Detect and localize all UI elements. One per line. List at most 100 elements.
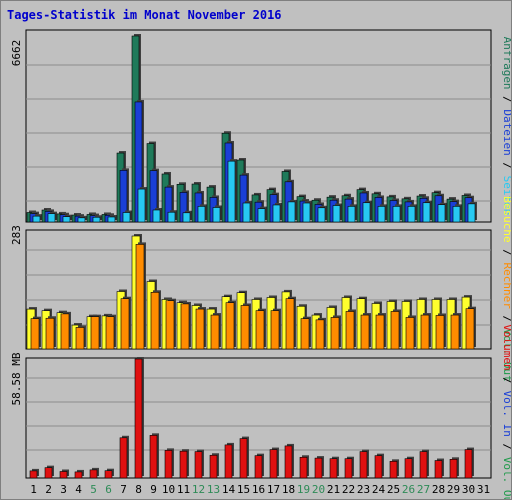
legend-3-part-2: /: [501, 371, 511, 384]
x-tick-label-2: 2: [45, 483, 52, 496]
legend-2-part-1: Besuche: [501, 196, 511, 242]
bar-seiten-day-11: [182, 212, 191, 223]
bar-rechner-day-5: [90, 316, 100, 350]
x-tick-label-22: 22: [342, 483, 355, 496]
legend-3-part-3: Vol. In: [501, 384, 511, 437]
x-tick-label-5: 5: [90, 483, 97, 496]
bar-rechner-day-19: [300, 318, 310, 350]
bar-rechner-day-22: [345, 311, 355, 350]
x-tick-label-13: 13: [207, 483, 220, 496]
bar-seiten-day-4: [77, 217, 86, 223]
bar-volumen-day-16: [254, 455, 263, 479]
bar-seiten-day-3: [62, 216, 71, 223]
bar-seiten-day-29: [452, 206, 461, 223]
x-tick-label-3: 3: [60, 483, 67, 496]
bar-volumen-day-30: [464, 449, 473, 479]
bar-volumen-day-2: [44, 467, 53, 479]
x-tick-label-9: 9: [150, 483, 157, 496]
panel-1-max-label: 6662: [10, 40, 23, 67]
bar-volumen-day-19: [299, 456, 308, 479]
bar-rechner-day-24: [375, 314, 385, 350]
bar-rechner-day-9: [150, 292, 160, 350]
bar-rechner-day-10: [165, 300, 175, 350]
legend-1: Anfragen / Dateien / Seiten: [501, 37, 511, 216]
bar-volumen-day-29: [449, 459, 458, 479]
bar-rechner-day-1: [30, 318, 40, 350]
legend-1-part-3: Dateien: [501, 103, 511, 156]
bar-rechner-day-13: [210, 314, 220, 350]
legend-3-part-4: /: [501, 437, 511, 450]
bar-seiten-day-12: [197, 206, 206, 223]
bar-volumen-day-3: [59, 471, 68, 479]
x-tick-label-17: 17: [267, 483, 280, 496]
bar-volumen-day-10: [164, 450, 173, 479]
bar-rechner-day-23: [360, 314, 370, 350]
x-tick-label-18: 18: [282, 483, 295, 496]
bar-rechner-day-28: [435, 315, 445, 350]
bar-rechner-day-11: [180, 303, 190, 350]
bar-seiten-day-2: [47, 213, 56, 223]
bar-rechner-day-14: [225, 302, 235, 350]
bar-seiten-day-9: [152, 209, 161, 223]
bar-volumen-day-17: [269, 449, 278, 479]
x-tick-label-24: 24: [372, 483, 386, 496]
x-tick-label-28: 28: [432, 483, 445, 496]
bar-volumen-day-15: [239, 438, 248, 479]
bar-volumen-day-20: [314, 457, 323, 479]
bar-rechner-day-18: [285, 298, 295, 350]
bar-volumen-day-28: [434, 460, 443, 479]
bar-rechner-day-29: [450, 314, 460, 350]
bar-volumen-day-18: [284, 445, 293, 479]
bar-seiten-day-17: [272, 204, 281, 223]
bar-rechner-day-3: [60, 313, 70, 350]
x-tick-label-1: 1: [30, 483, 37, 496]
bar-volumen-day-22: [344, 458, 353, 479]
bar-seiten-day-28: [437, 204, 446, 223]
x-tick-label-4: 4: [75, 483, 82, 496]
bar-volumen-day-4: [74, 471, 83, 479]
bar-seiten-day-14: [227, 160, 236, 223]
bar-seiten-day-30: [467, 203, 476, 223]
bar-seiten-day-23: [362, 202, 371, 223]
bar-seiten-day-21: [332, 205, 341, 223]
bar-rechner-day-25: [390, 311, 400, 350]
x-tick-label-6: 6: [105, 483, 112, 496]
bar-seiten-day-20: [317, 207, 326, 223]
bar-seiten-day-10: [167, 211, 176, 223]
legend-2-part-5: Vol. Out: [501, 322, 511, 382]
legend-2: Besuche / Rechner / Vol. Out: [501, 196, 511, 381]
bar-volumen-day-25: [389, 461, 398, 479]
bar-rechner-day-17: [270, 310, 280, 350]
bar-volumen-day-6: [104, 470, 113, 479]
bar-rechner-day-4: [75, 327, 85, 350]
legend-2-part-3: Rechner: [501, 256, 511, 309]
bar-volumen-day-9: [149, 435, 158, 479]
bar-volumen-day-24: [374, 455, 383, 479]
legend-3-part-5: Vol. Out: [501, 450, 511, 499]
x-tick-label-8: 8: [135, 483, 142, 496]
bar-seiten-day-25: [392, 206, 401, 223]
legend-2-part-4: /: [501, 309, 511, 322]
bar-seiten-day-13: [212, 207, 221, 223]
bar-rechner-day-30: [465, 308, 475, 350]
panel-3-max-label: 58.58 MB: [10, 352, 23, 405]
legend-1-part-1: Anfragen: [501, 37, 511, 90]
x-tick-label-29: 29: [447, 483, 460, 496]
bar-rechner-day-26: [405, 317, 415, 350]
bar-rechner-day-8: [135, 244, 145, 350]
bar-rechner-day-15: [240, 305, 250, 350]
bar-volumen-day-21: [329, 458, 338, 479]
bar-seiten-day-19: [302, 202, 311, 223]
legend-1-part-5: Seiten: [501, 169, 511, 215]
x-tick-label-16: 16: [252, 483, 265, 496]
bar-rechner-day-20: [315, 319, 325, 350]
x-tick-label-27: 27: [417, 483, 430, 496]
bar-rechner-day-27: [420, 314, 430, 350]
bar-seiten-day-16: [257, 208, 266, 223]
bar-rechner-day-7: [120, 298, 130, 350]
x-tick-label-11: 11: [177, 483, 190, 496]
bar-rechner-day-2: [45, 317, 55, 350]
bar-volumen-day-26: [404, 458, 413, 479]
x-tick-label-14: 14: [222, 483, 236, 496]
